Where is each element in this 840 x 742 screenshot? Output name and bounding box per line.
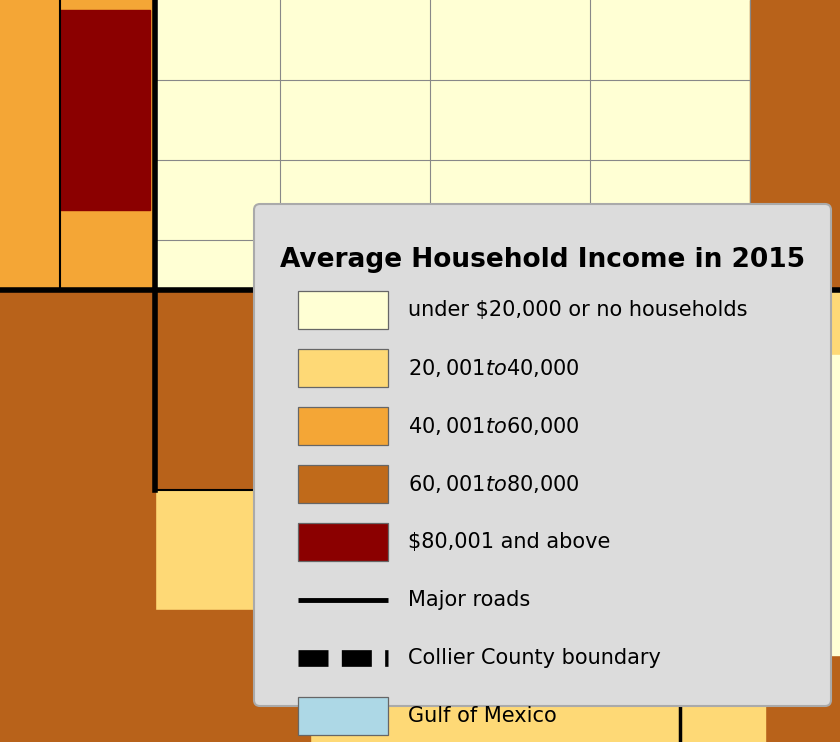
Bar bbox=[155, 0, 750, 290]
Bar bbox=[750, 0, 840, 290]
Text: Average Household Income in 2015: Average Household Income in 2015 bbox=[280, 247, 805, 273]
Bar bbox=[0, 490, 155, 742]
Bar bbox=[155, 490, 765, 742]
Text: Collier County boundary: Collier County boundary bbox=[408, 648, 661, 668]
Text: under $20,000 or no households: under $20,000 or no households bbox=[408, 300, 748, 320]
Bar bbox=[0, 290, 840, 742]
Text: Major roads: Major roads bbox=[408, 590, 530, 610]
Bar bbox=[280, 290, 840, 355]
Bar bbox=[298, 465, 388, 503]
Bar bbox=[298, 697, 388, 735]
FancyBboxPatch shape bbox=[254, 204, 831, 706]
Text: $60,001 to $80,000: $60,001 to $80,000 bbox=[408, 473, 580, 495]
Bar bbox=[298, 291, 388, 329]
Bar bbox=[430, 355, 840, 655]
Bar bbox=[60, 10, 150, 210]
Bar bbox=[298, 349, 388, 387]
Text: Gulf of Mexico: Gulf of Mexico bbox=[408, 706, 557, 726]
Bar bbox=[298, 523, 388, 561]
Text: $40,001 to $60,000: $40,001 to $60,000 bbox=[408, 415, 580, 437]
Text: $80,001 and above: $80,001 and above bbox=[408, 532, 611, 552]
Bar bbox=[155, 610, 310, 742]
Bar bbox=[298, 407, 388, 445]
Text: $20,001 to $40,000: $20,001 to $40,000 bbox=[408, 357, 580, 379]
